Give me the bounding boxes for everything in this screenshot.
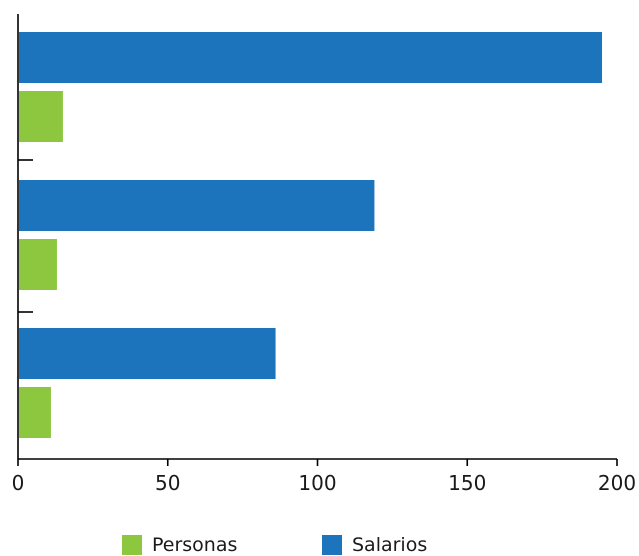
legend-label-personas: Personas	[152, 534, 238, 556]
bar-chart: 0 50 100 150 200	[12, 14, 636, 495]
ticks-group: 0 50 100 150 200	[12, 159, 636, 495]
legend-item-personas: Personas	[122, 534, 237, 556]
legend-swatch-personas	[122, 535, 142, 555]
bar-personas-1	[19, 91, 63, 142]
x-tick-label-100: 100	[298, 471, 336, 495]
legend-label-salarios: Salarios	[352, 534, 428, 556]
x-tick-label-150: 150	[448, 471, 486, 495]
bar-salarios-1	[19, 32, 603, 83]
bar-salarios-2	[19, 180, 375, 231]
bar-personas-3	[19, 387, 51, 438]
bar-personas-2	[19, 239, 57, 290]
bar-salarios-3	[19, 328, 276, 379]
bars-group	[19, 32, 603, 438]
x-tick-label-200: 200	[598, 471, 636, 495]
legend-item-salarios: Salarios	[322, 534, 427, 556]
x-tick-label-50: 50	[155, 471, 180, 495]
legend: Personas Salarios	[0, 532, 639, 556]
x-tick-label-0: 0	[12, 471, 25, 495]
legend-swatch-salarios	[322, 535, 342, 555]
